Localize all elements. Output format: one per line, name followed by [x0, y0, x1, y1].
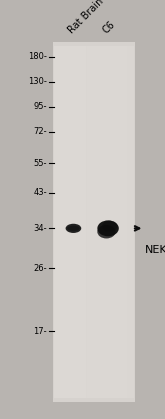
Text: 17-: 17-	[33, 326, 47, 336]
Bar	[54, 46, 86, 398]
Bar	[53, 42, 135, 402]
Text: 34-: 34-	[33, 224, 47, 233]
Text: 43-: 43-	[33, 188, 47, 197]
Text: 26-: 26-	[33, 264, 47, 273]
Text: NEK7: NEK7	[145, 245, 165, 255]
Text: 130-: 130-	[28, 77, 47, 86]
Bar	[87, 46, 127, 398]
Text: 55-: 55-	[33, 159, 47, 168]
Ellipse shape	[97, 220, 119, 236]
Ellipse shape	[66, 224, 81, 233]
Text: 180-: 180-	[28, 52, 47, 61]
Bar	[54, 46, 134, 398]
Ellipse shape	[102, 221, 117, 232]
Ellipse shape	[97, 225, 116, 238]
Text: 95-: 95-	[33, 102, 47, 111]
Text: C6: C6	[101, 19, 117, 36]
Ellipse shape	[67, 225, 80, 231]
Text: 72-: 72-	[33, 127, 47, 137]
Text: Rat Brain: Rat Brain	[66, 0, 105, 36]
